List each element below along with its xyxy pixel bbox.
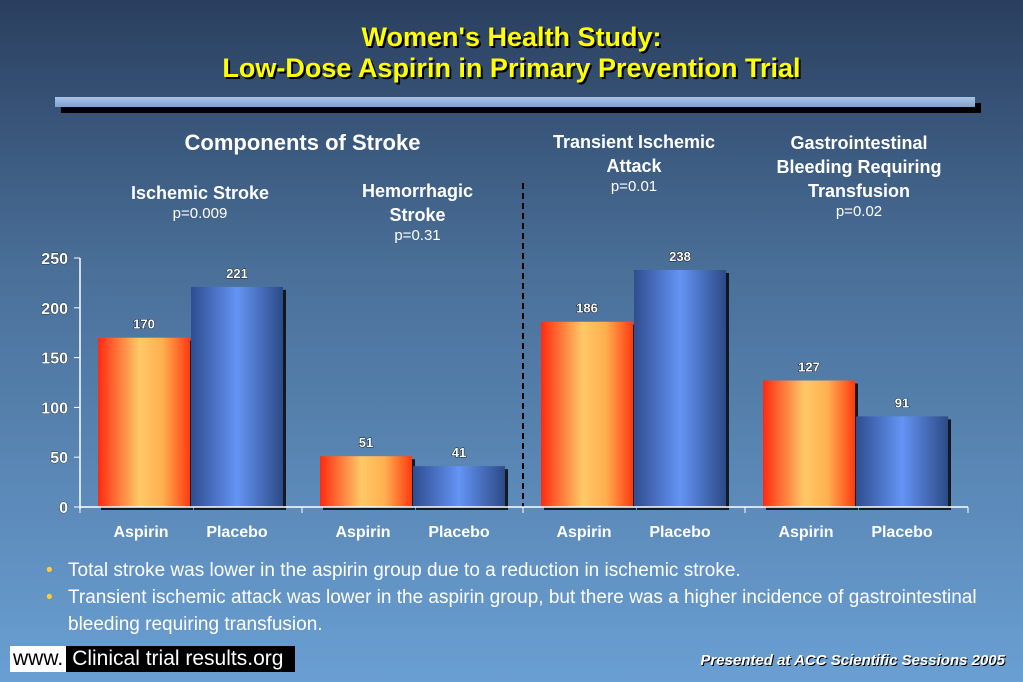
bullet-item: • Total stroke was lower in the aspirin g… — [46, 560, 741, 581]
bar-placebo — [413, 466, 505, 507]
bar-value-label: 91 — [895, 395, 909, 410]
bar-value-label: 41 — [452, 445, 466, 460]
y-tick-label: 150 — [41, 351, 68, 368]
x-category-label: Placebo — [206, 524, 268, 541]
bar-value-label: 186 — [576, 301, 598, 316]
bar-value-label: 51 — [359, 435, 373, 450]
bar-value-label: 221 — [226, 266, 248, 281]
y-tick-label: 200 — [41, 301, 68, 318]
presented-note: Presented at ACC Scientific Sessions 200… — [700, 652, 1005, 669]
bar-aspirin — [541, 321, 633, 507]
bar-value-label: 170 — [133, 317, 155, 332]
y-tick-label: 0 — [59, 500, 68, 517]
x-category-label: Placebo — [428, 524, 490, 541]
x-category-label: Aspirin — [335, 524, 390, 541]
x-category-label: Aspirin — [556, 524, 611, 541]
x-category-label: Aspirin — [778, 524, 833, 541]
bar-value-label: 238 — [669, 249, 691, 264]
site-logo: www. Clinical trial results.org — [10, 646, 296, 672]
ischemic-label: Ischemic Stroke — [130, 183, 270, 203]
bar-placebo — [856, 416, 948, 507]
tia-header: Transient Ischemic Attack p=0.01 — [538, 130, 730, 196]
bar-placebo — [634, 269, 726, 507]
bar-placebo — [191, 286, 283, 507]
bar-chart: 170 Aspirin 221 Placebo 51 Aspirin 41 Placebo 18… — [40, 183, 951, 541]
gi-label: Gastrointestinal Bleeding Requiring Tran… — [776, 133, 942, 201]
bullet-text: Transient ischemic attack was lower in t… — [68, 587, 977, 635]
bar-aspirin — [320, 456, 412, 507]
tia-p: p=0.01 — [610, 178, 658, 195]
y-tick-label: 50 — [50, 450, 68, 467]
bar-aspirin — [98, 337, 190, 507]
x-category-label: Placebo — [871, 524, 933, 541]
hemorrhagic-label: Hemorrhagic Stroke — [361, 181, 474, 225]
title-divider — [55, 97, 975, 107]
y-tick-label: 100 — [41, 400, 68, 417]
logo-www: www. — [10, 646, 67, 672]
slide-title: Women's Health Study: Low-Dose Aspirin i… — [0, 22, 1023, 84]
bar-aspirin — [763, 380, 855, 507]
ischemic-header: Ischemic Stroke p=0.009 — [100, 181, 300, 223]
gi-header: Gastrointestinal Bleeding Requiring Tran… — [760, 131, 958, 221]
hemorrhagic-header: Hemorrhagic Stroke p=0.31 — [340, 179, 495, 245]
ischemic-p: p=0.009 — [172, 205, 228, 222]
x-category-label: Aspirin — [113, 524, 168, 541]
logo-site: Clinical trial results.org — [66, 646, 296, 672]
x-category-label: Placebo — [649, 524, 711, 541]
hemorrhagic-p: p=0.31 — [394, 227, 441, 244]
components-header: Components of Stroke — [184, 130, 421, 155]
bullet-text: Total stroke was lower in the aspirin gr… — [68, 560, 741, 581]
tia-label: Transient Ischemic Attack — [552, 132, 716, 176]
title-line-1: Women's Health Study: — [361, 22, 662, 52]
y-tick-label: 250 — [41, 251, 68, 268]
gi-p: p=0.02 — [835, 203, 883, 220]
bullet-list: • Total stroke was lower in the aspirin g… — [46, 557, 986, 638]
bar-value-label: 127 — [798, 360, 820, 375]
bullet-item: • Transient ischemic attack was lower in … — [46, 587, 977, 635]
title-line-2: Low-Dose Aspirin in Primary Prevention T… — [222, 53, 801, 83]
